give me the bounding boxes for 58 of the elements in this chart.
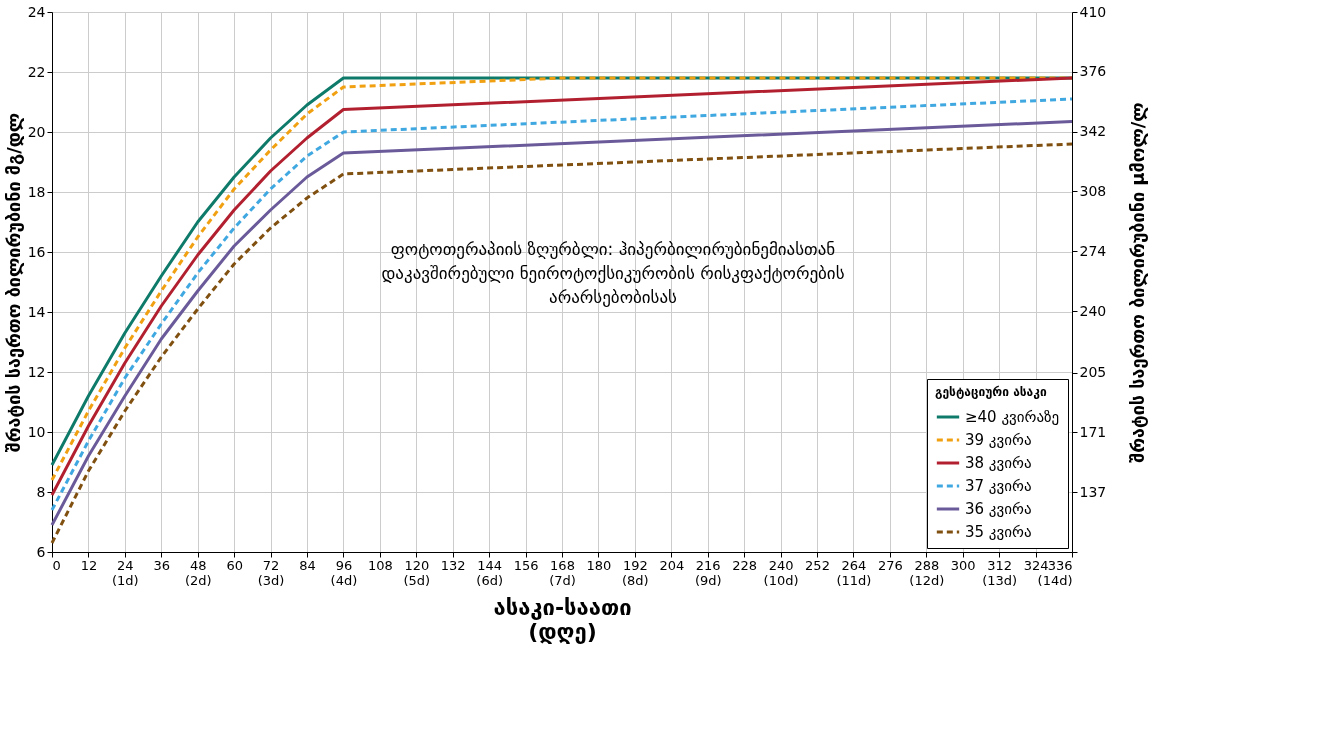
legend-label: 39 კვირა xyxy=(965,431,1032,449)
y-tick-label: 8 xyxy=(36,483,46,500)
y2-tick-label: 240 xyxy=(1079,302,1107,319)
x-tick-label: 288 (12d) xyxy=(909,557,945,588)
x-tick-label: 312 (13d) xyxy=(982,557,1018,588)
y-tick-label: 6 xyxy=(36,543,46,560)
x-tick-label: 252 xyxy=(805,557,830,573)
x-tick-label: 180 xyxy=(586,557,612,573)
x-tick-label: 12 xyxy=(80,557,98,573)
x-tick-label: 60 xyxy=(226,557,243,573)
legend-label: 35 კვირა xyxy=(965,523,1032,541)
x-tick-label: 228 xyxy=(732,557,758,573)
x-tick-label: 120 (5d) xyxy=(403,557,431,588)
x-tick-label: 132 xyxy=(440,557,466,573)
x-tick-label: 300 xyxy=(950,557,976,573)
y-tick-label: 12 xyxy=(27,363,46,380)
y-tick-label: 22 xyxy=(27,63,46,80)
x-tick-label: 216 (9d) xyxy=(694,557,722,588)
y-axis-title: შრატის საერთო ბილირუბინი მგ/დლ xyxy=(2,112,24,453)
legend-label: ≥40 კვირაზე xyxy=(965,408,1060,426)
x-tick-label: 84 xyxy=(299,557,316,573)
x-tick-label: 24 (1d) xyxy=(112,557,139,588)
y-tick-label: 24 xyxy=(27,3,46,20)
y-tick-label: 18 xyxy=(27,183,46,200)
x-axis-title: ასაკი-საათი (დღე) xyxy=(493,594,632,644)
x-tick-label: 108 xyxy=(367,557,393,573)
y2-tick-label: 274 xyxy=(1079,242,1107,259)
x-tick-label: 204 xyxy=(659,557,685,573)
x-tick-label: 168 (7d) xyxy=(549,557,576,588)
legend-title: გესტაციური ასაკი xyxy=(935,385,1047,399)
x-tick-label: 72 (3d) xyxy=(257,557,285,588)
x-tick-label: 156 xyxy=(513,557,539,573)
x-tick-label: 192 (8d) xyxy=(622,557,649,588)
y2-tick-label: 171 xyxy=(1079,423,1107,440)
x-tick-label: 0 xyxy=(52,557,61,573)
legend-label: 36 კვირა xyxy=(965,500,1032,518)
x-tick-label: 48 (2d) xyxy=(184,557,212,588)
y-tick-label: 14 xyxy=(27,303,46,320)
x-tick-label: 240 (10d) xyxy=(763,557,799,588)
legend-label: 37 კვირა xyxy=(965,477,1032,495)
x-tick-label: 144 (6d) xyxy=(476,557,503,588)
y2-tick-label: 342 xyxy=(1079,123,1107,140)
y2-tick-label: 308 xyxy=(1079,182,1107,199)
annotation: ფოტოთერაპიის ზღურბლი: ჰიპერბილირუბინემიასთან დაკავშირებული ნეიროტოქსიკურობის რისკფაქტორების არარსებობისას xyxy=(381,238,845,307)
y2-tick-label: 410 xyxy=(1079,3,1107,20)
x-tick-label: 36 xyxy=(153,557,171,573)
y2-tick-label: 376 xyxy=(1079,63,1107,80)
x-tick-label: 264 (11d) xyxy=(836,557,872,588)
y2-tick-label: 205 xyxy=(1079,364,1107,381)
x-tick-label: 324 xyxy=(1023,557,1049,573)
y2-tick-label: 137 xyxy=(1079,483,1107,500)
legend-label: 38 კვირა xyxy=(965,454,1032,472)
y-tick-label: 16 xyxy=(27,243,46,260)
y-tick-label: 20 xyxy=(27,123,46,140)
y2-axis-title: შრატის საერთო ბილირუბინი μმოლ/ლ xyxy=(1127,102,1149,463)
y-tick-label: 10 xyxy=(27,423,46,440)
x-tick-label: 96 (4d) xyxy=(330,557,358,588)
x-tick-label: 276 xyxy=(877,557,903,573)
